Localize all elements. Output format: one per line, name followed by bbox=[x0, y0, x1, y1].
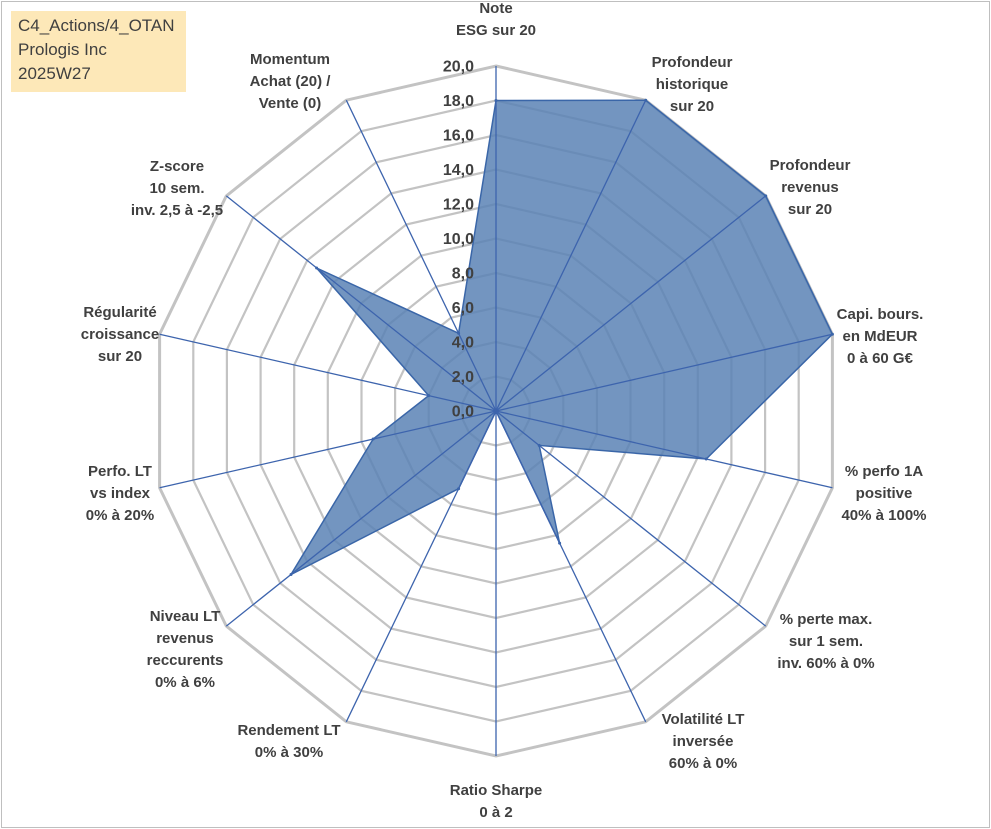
axis-label: Profondeur historique sur 20 bbox=[652, 54, 733, 115]
axis-spoke bbox=[495, 410, 833, 489]
tick-label: 4,0 bbox=[452, 335, 474, 352]
axis-spoke bbox=[495, 410, 647, 723]
axis-label: Z-score 10 sem. inv. 2,5 à -2,5 bbox=[131, 158, 223, 219]
axis-label: % perte max. sur 1 sem. inv. 60% à 0% bbox=[777, 611, 874, 672]
axis-label-line: 10 sem. bbox=[149, 180, 204, 197]
axis-label-line: Momentum bbox=[250, 51, 330, 68]
axis-spoke bbox=[345, 99, 497, 412]
axis-label-line: Rendement LT bbox=[237, 722, 340, 739]
axis-label-line: sur 20 bbox=[670, 98, 714, 115]
axis-label-line: revenus bbox=[781, 179, 839, 196]
axis-label-line: sur 20 bbox=[788, 201, 832, 218]
axis-label-line: Capi. bours. bbox=[837, 306, 924, 323]
tick-label: 14,0 bbox=[443, 162, 474, 179]
tick-label: 2,0 bbox=[452, 369, 474, 386]
axis-label-line: inv. 2,5 à -2,5 bbox=[131, 202, 223, 219]
axis-label-line: Volatilité LT bbox=[662, 711, 745, 728]
axis-label: Niveau LT revenus reccurents 0% à 6% bbox=[147, 608, 224, 691]
axis-label-line: en MdEUR bbox=[843, 328, 918, 345]
axis-label-line: revenus bbox=[156, 630, 214, 647]
info-box-line-1: C4_Actions/4_OTAN bbox=[18, 16, 175, 35]
axis-spoke bbox=[495, 99, 647, 412]
axis-label-line: ESG sur 20 bbox=[456, 22, 536, 39]
tick-label: 6,0 bbox=[452, 300, 474, 317]
axis-spoke bbox=[495, 195, 767, 412]
axis-label-line: % perte max. bbox=[780, 611, 873, 628]
tick-label: 18,0 bbox=[443, 93, 474, 110]
tick-label: 16,0 bbox=[443, 128, 474, 145]
axis-spoke bbox=[225, 410, 497, 627]
axis-label-line: Achat (20) / bbox=[250, 73, 332, 90]
radar-spokes bbox=[159, 66, 833, 756]
axis-label-line: Ratio Sharpe bbox=[450, 782, 543, 799]
axis-label: Rendement LT 0% à 30% bbox=[237, 722, 340, 761]
axis-label-line: historique bbox=[656, 76, 729, 93]
axis-label-line: 0% à 20% bbox=[86, 507, 154, 524]
axis-label-line: positive bbox=[856, 485, 913, 502]
radar-series bbox=[288, 98, 834, 577]
axis-label-line: Note bbox=[479, 0, 512, 17]
axis-label: Momentum Achat (20) / Vente (0) bbox=[250, 51, 332, 112]
radar-axis-labels: Note ESG sur 20 Profondeur historique sur 20… bbox=[81, 0, 927, 821]
axis-spoke bbox=[159, 410, 497, 489]
axis-label-line: Niveau LT bbox=[150, 608, 221, 625]
axis-label: Profondeur revenus sur 20 bbox=[770, 157, 851, 218]
axis-label: Volatilité LT inversée 60% à 0% bbox=[662, 711, 745, 772]
axis-label-line: Profondeur bbox=[770, 157, 851, 174]
tick-label: 10,0 bbox=[443, 231, 474, 248]
axis-label-line: inversée bbox=[673, 733, 734, 750]
axis-label-line: 60% à 0% bbox=[669, 755, 737, 772]
axis-label: % perfo 1A positive 40% à 100% bbox=[841, 463, 926, 524]
tick-label: 20,0 bbox=[443, 59, 474, 76]
axis-label-line: 40% à 100% bbox=[841, 507, 926, 524]
axis-label: Ratio Sharpe 0 à 2 bbox=[450, 782, 543, 821]
axis-label-line: 0% à 6% bbox=[155, 674, 215, 691]
axis-label-line: Profondeur bbox=[652, 54, 733, 71]
tick-label: 8,0 bbox=[452, 266, 474, 283]
axis-spoke bbox=[495, 333, 833, 412]
axis-spoke bbox=[159, 333, 497, 412]
axis-label-line: vs index bbox=[90, 485, 151, 502]
axis-label-line: reccurents bbox=[147, 652, 224, 669]
axis-label-line: croissance bbox=[81, 326, 159, 343]
axis-label-line: 0 à 2 bbox=[479, 804, 512, 821]
info-box-line-3: 2025W27 bbox=[18, 64, 91, 83]
radar-tick-labels: 0,0 2,0 4,0 6,0 8,0 10,0 12,0 14,0 16,0 18,0 20,0 bbox=[443, 59, 474, 421]
axis-label-line: Z-score bbox=[150, 158, 204, 175]
axis-label-line: % perfo 1A bbox=[845, 463, 924, 480]
axis-label-line: 0% à 30% bbox=[255, 744, 323, 761]
axis-label-line: Régularité bbox=[83, 304, 156, 321]
axis-label-line: sur 1 sem. bbox=[789, 633, 863, 650]
axis-spoke bbox=[495, 410, 767, 627]
axis-spoke bbox=[225, 195, 497, 412]
axis-label-line: Perfo. LT bbox=[88, 463, 152, 480]
info-box-line-2: Prologis Inc bbox=[18, 40, 107, 59]
axis-label-line: sur 20 bbox=[98, 348, 142, 365]
axis-label: Capi. bours. en MdEUR 0 à 60 G€ bbox=[837, 306, 924, 367]
tick-label: 0,0 bbox=[452, 404, 474, 421]
axis-label-line: 0 à 60 G€ bbox=[847, 350, 914, 367]
info-box: C4_Actions/4_OTAN Prologis Inc 2025W27 bbox=[11, 11, 186, 92]
axis-label: Perfo. LT vs index 0% à 20% bbox=[86, 463, 154, 524]
axis-label-line: Vente (0) bbox=[259, 95, 322, 112]
axis-label: Régularité croissance sur 20 bbox=[81, 304, 159, 365]
tick-label: 12,0 bbox=[443, 197, 474, 214]
axis-spoke bbox=[345, 410, 497, 723]
axis-label-line: inv. 60% à 0% bbox=[777, 655, 874, 672]
axis-label: Note ESG sur 20 bbox=[456, 0, 536, 39]
